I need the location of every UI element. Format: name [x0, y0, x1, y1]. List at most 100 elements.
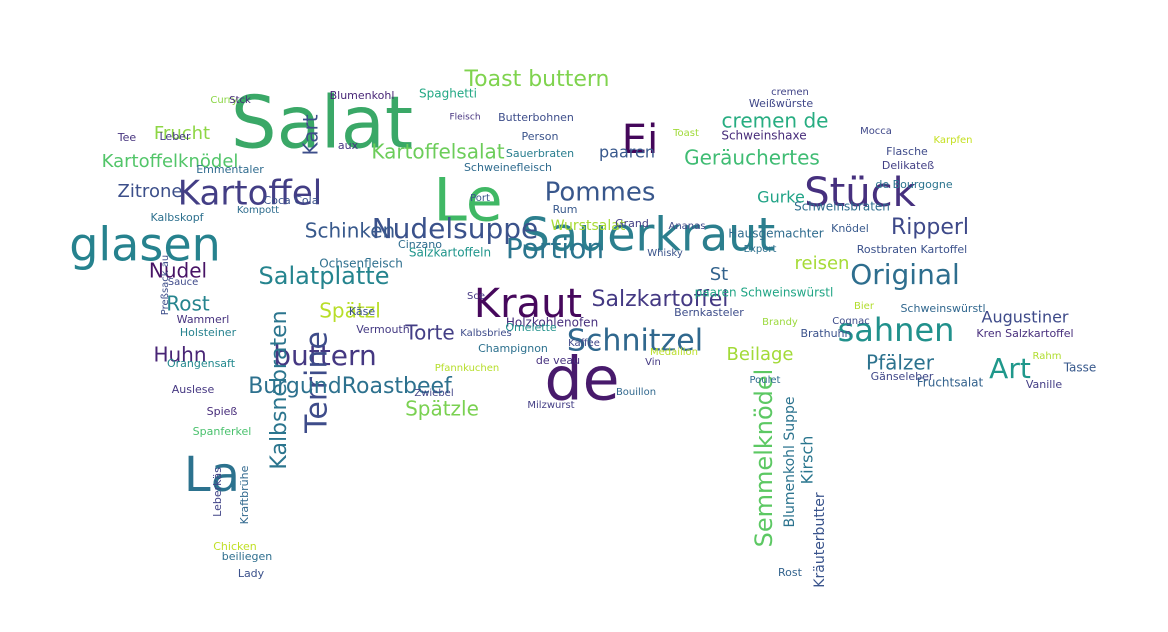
cloud-word: Schweinefleisch: [464, 161, 552, 174]
cloud-word: Hausgemachter: [728, 227, 824, 241]
cloud-word: Wurstsalat: [551, 218, 626, 234]
cloud-word: Port: [470, 193, 490, 204]
cloud-word: Pfälzer: [866, 351, 935, 375]
cloud-word: Kaffee: [568, 338, 600, 349]
cloud-word: glasen: [69, 218, 221, 272]
cloud-word: Ei: [622, 117, 658, 163]
cloud-word: Kalbskopf: [150, 211, 204, 224]
cloud-word: Huhn: [153, 343, 206, 367]
cloud-word: Whisky: [647, 248, 683, 259]
cloud-word: Beilage: [727, 344, 794, 365]
cloud-word: Salzkartoffeln: [409, 246, 491, 260]
cloud-word: Holsteiner: [180, 326, 237, 339]
cloud-word: Le: [433, 166, 502, 236]
cloud-word: Curry: [210, 95, 237, 106]
cloud-word: Kartoffelsalat: [371, 140, 504, 164]
cloud-word: Blumenkohl Suppe: [782, 396, 798, 527]
cloud-word: Holzkohlenofen: [506, 316, 598, 330]
cloud-word: Sauce: [168, 277, 198, 288]
cloud-word: Kartoffelknödel: [102, 151, 239, 172]
cloud-word: Flasche: [886, 145, 928, 158]
cloud-word: Leberkäs: [211, 467, 224, 517]
cloud-word: Portion: [506, 232, 604, 265]
cloud-word: Schweinswürstl: [900, 302, 985, 315]
cloud-word: Emmentaler: [196, 163, 264, 176]
cloud-word: Rost: [778, 566, 803, 579]
cloud-word: aux: [338, 139, 359, 152]
cloud-word: Kirsch: [798, 436, 817, 485]
cloud-word: Omelette: [505, 321, 557, 334]
cloud-word: Toast buttern: [463, 67, 609, 92]
cloud-word: Zitrone: [118, 181, 183, 202]
cloud-word: St: [710, 264, 728, 285]
cloud-word: Art: [989, 352, 1031, 385]
cloud-word: de veau: [536, 354, 580, 367]
cloud-word: de Bourgogne: [875, 178, 952, 191]
cloud-word: Karpfen: [934, 135, 973, 146]
cloud-word: Brathuhn: [800, 327, 851, 340]
cloud-word: cremen de: [722, 109, 829, 133]
cloud-word: Tasse: [1063, 361, 1097, 375]
cloud-word: Spätzl: [319, 299, 381, 323]
cloud-word: Médaillon: [650, 346, 698, 358]
cloud-word: Stck: [229, 95, 251, 106]
cloud-word: Sauerkraut: [521, 208, 776, 262]
cloud-word: BurgundRoastbeef: [248, 374, 453, 399]
cloud-word: Blumenkohl: [330, 89, 395, 102]
cloud-word: Wammerl: [177, 313, 230, 326]
cloud-word: Spätzle: [405, 397, 479, 421]
cloud-word: Knödel: [831, 222, 869, 235]
cloud-word: Semmelknödel: [750, 369, 778, 548]
cloud-word: Ananas: [669, 221, 706, 232]
cloud-word: Ripperl: [891, 215, 969, 240]
cloud-word: Salatplatte: [259, 262, 390, 290]
cloud-word: Gänseleber: [871, 370, 934, 383]
cloud-word: Bernkasteler: [674, 306, 744, 319]
cloud-word: Torte: [404, 321, 454, 345]
cloud-word: Spieß: [207, 405, 238, 418]
cloud-word: Weißwürste: [749, 97, 814, 110]
cloud-word: Cinzano: [398, 238, 442, 251]
cloud-word: La: [184, 447, 240, 503]
cloud-word: Schweinshaxe: [721, 129, 806, 143]
cloud-word: Delikateß: [882, 159, 934, 172]
cloud-word: Rostbraten Kartoffel: [857, 243, 967, 256]
cloud-word: Coca Cola: [264, 194, 319, 207]
cloud-word: Schnitzel: [567, 324, 703, 359]
cloud-word: Original: [850, 258, 960, 291]
cloud-word: Fleisch: [449, 113, 480, 123]
cloud-word: Augustiner: [982, 308, 1069, 327]
cloud-word: Bier: [854, 301, 875, 312]
cloud-word: Zwiebel: [414, 388, 453, 399]
cloud-word: Stück: [804, 170, 916, 216]
cloud-word: Cognac: [832, 316, 869, 327]
cloud-word: Grand: [615, 217, 649, 230]
cloud-word: cremen: [771, 87, 809, 98]
cloud-word: Sce: [467, 291, 485, 302]
cloud-word: Spanferkel: [193, 425, 252, 438]
cloud-word: Salzkartoffel: [592, 287, 729, 312]
cloud-word: Pfannkuchen: [435, 363, 500, 374]
cloud-word: Rahm: [1033, 351, 1062, 362]
cloud-word: paaren Schweinswürstl: [695, 286, 834, 300]
cloud-word: Kräuterbutter: [812, 492, 828, 588]
cloud-word: Rum: [553, 203, 578, 216]
cloud-word: buttern: [273, 339, 376, 372]
cloud-word: Schweinsbraten: [794, 200, 890, 214]
cloud-word: Rost: [166, 292, 210, 316]
cloud-word: Brandy: [762, 317, 798, 328]
cloud-word: Leber: [160, 130, 191, 143]
cloud-word: Kraftbrühe: [238, 465, 251, 524]
cloud-word: Kartoffel: [178, 174, 322, 214]
cloud-word: Butterbohnen: [498, 111, 574, 124]
cloud-word: Champignon: [478, 342, 548, 355]
cloud-word: Spaghetti: [419, 87, 477, 101]
cloud-word: Kalbsbries: [460, 328, 511, 339]
cloud-word: reisen: [795, 253, 850, 274]
cloud-word: Sauerbraten: [506, 147, 574, 160]
cloud-word: Tee: [117, 131, 137, 144]
cloud-word: Export: [744, 244, 777, 255]
cloud-word: de: [545, 345, 620, 415]
cloud-word: Schinken: [305, 219, 395, 243]
